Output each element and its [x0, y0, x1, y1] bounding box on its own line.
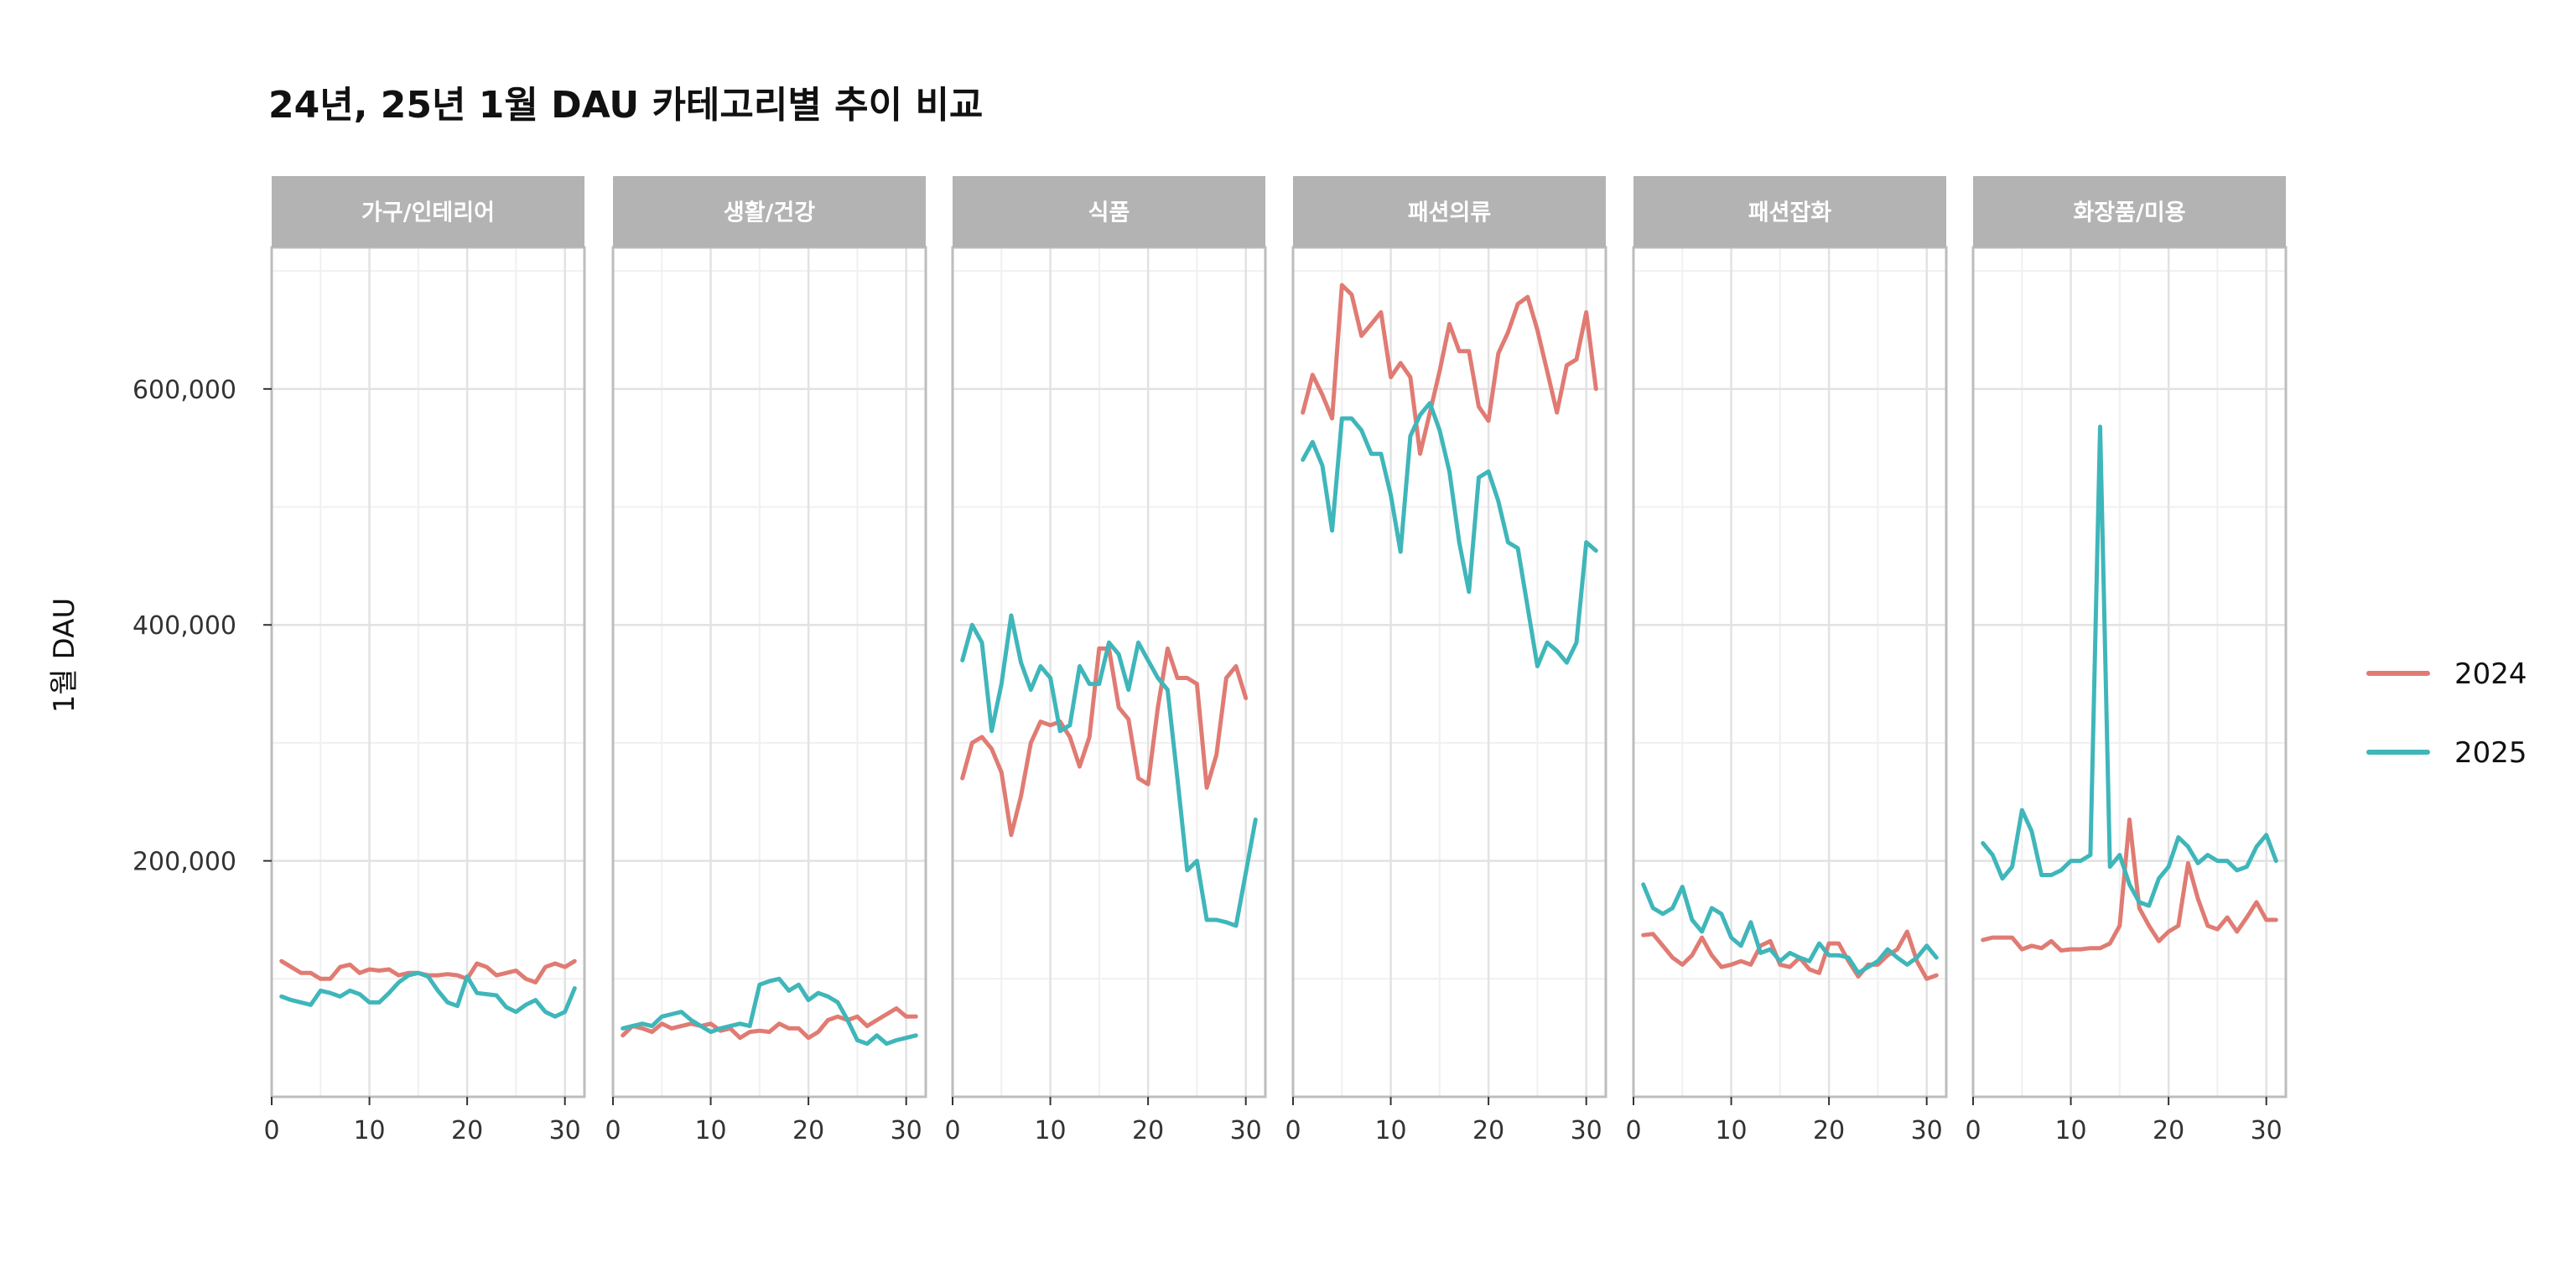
x-tick-label: 20 — [1472, 1116, 1504, 1145]
x-tick-label: 0 — [1625, 1116, 1641, 1145]
x-tick-label: 20 — [1132, 1116, 1164, 1145]
legend-label-2025: 2025 — [2454, 736, 2527, 770]
panel-background — [1973, 247, 2286, 1097]
x-tick-label: 20 — [451, 1116, 483, 1145]
panel-background — [953, 247, 1265, 1097]
panel-1: 생활/건강 0 10 20 30 — [605, 176, 927, 1145]
x-tick-label: 30 — [1911, 1116, 1943, 1145]
x-tick-label: 10 — [694, 1116, 726, 1145]
x-tick-label: 0 — [605, 1116, 621, 1145]
x-tick-label: 20 — [2153, 1116, 2184, 1145]
x-tick-label: 10 — [2054, 1116, 2086, 1145]
panel-3: 패션의류 0 10 20 30 — [1285, 176, 1607, 1145]
panel-5: 화장품/미용 0 10 20 30 — [1965, 176, 2288, 1145]
x-tick-label: 30 — [1571, 1116, 1602, 1145]
strip-background — [1633, 176, 1946, 247]
panel-0: 가구/인테리어 0 10 20 30 — [263, 176, 586, 1145]
strip-label: 화장품/미용 — [2073, 200, 2185, 226]
series-line-2024 — [960, 646, 1249, 838]
series-line-2024 — [1981, 817, 2278, 953]
series-line-2024 — [1301, 283, 1598, 456]
strip-background — [1293, 176, 1606, 247]
strip-label: 패션잡화 — [1748, 200, 1832, 226]
panel-4: 패션잡화 0 10 20 30 — [1625, 176, 1948, 1145]
x-tick-label: 30 — [549, 1116, 581, 1145]
series-line-2025 — [960, 613, 1258, 928]
strip-background — [953, 176, 1265, 247]
x-tick-label: 20 — [792, 1116, 824, 1145]
series-line-2025 — [279, 970, 577, 1019]
x-tick-label: 30 — [891, 1116, 922, 1145]
strip-background — [272, 176, 584, 247]
panel-background — [272, 247, 584, 1097]
series-line-2025 — [1641, 882, 1939, 975]
strip-label: 생활/건강 — [724, 200, 815, 226]
legend: 2024 2025 — [2366, 657, 2527, 770]
x-tick-label: 20 — [1813, 1116, 1845, 1145]
series-line-2024 — [1641, 929, 1939, 981]
legend-label-2024: 2024 — [2454, 657, 2527, 691]
y-tick-label: 400,000 — [132, 611, 236, 641]
chart-title: 24년, 25년 1월 DAU 카테고리별 추이 비교 — [268, 84, 983, 127]
x-tick-label: 10 — [1715, 1116, 1747, 1145]
x-tick-label: 30 — [1230, 1116, 1262, 1145]
x-tick-label: 10 — [353, 1116, 385, 1145]
series-line-2025 — [1981, 424, 2278, 908]
strip-label: 가구/인테리어 — [361, 200, 495, 226]
x-tick-label: 0 — [1285, 1116, 1301, 1145]
x-tick-label: 0 — [1965, 1116, 1981, 1145]
y-axis-title: 1월 DAU — [48, 598, 81, 713]
series-line-2025 — [1301, 401, 1598, 668]
panel-background — [613, 247, 926, 1097]
strip-label: 패션의류 — [1408, 200, 1491, 226]
strip-label: 식품 — [1088, 200, 1130, 226]
panel-background — [1633, 247, 1946, 1097]
x-tick-label: 10 — [1034, 1116, 1066, 1145]
x-tick-label: 30 — [2251, 1116, 2283, 1145]
series-line-2025 — [621, 976, 918, 1046]
panel-background — [1293, 247, 1606, 1097]
x-tick-label: 0 — [263, 1116, 279, 1145]
strip-background — [613, 176, 926, 247]
x-tick-label: 0 — [944, 1116, 960, 1145]
panel-2: 식품 0 10 20 30 — [944, 176, 1267, 1145]
y-tick-label: 200,000 — [132, 848, 236, 877]
y-tick-label: 600,000 — [132, 376, 236, 405]
strip-background — [1973, 176, 2286, 247]
facet-panels: 가구/인테리어 0 10 20 30 생활/건강 0 10 20 30 식품 0 10 20 30 패션의류 0… — [132, 176, 2288, 1145]
x-tick-label: 10 — [1374, 1116, 1406, 1145]
series-line-2024 — [621, 1006, 918, 1041]
